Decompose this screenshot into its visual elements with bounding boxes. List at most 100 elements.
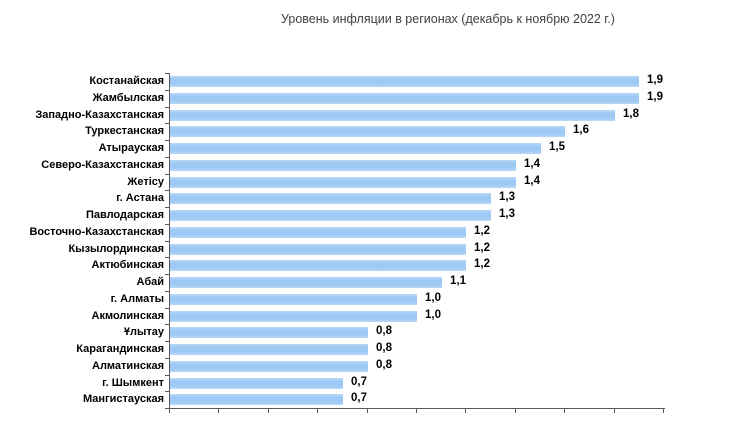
x-axis-tick bbox=[317, 409, 318, 413]
bar-row: 1,6 bbox=[170, 123, 664, 140]
bar-row: 1,8 bbox=[170, 107, 664, 124]
bar bbox=[170, 176, 516, 188]
value-label: 1,9 bbox=[647, 90, 663, 103]
y-axis-tick bbox=[165, 207, 169, 208]
bar-row: 1,0 bbox=[170, 308, 664, 325]
bar bbox=[170, 76, 639, 87]
bar bbox=[170, 143, 541, 154]
value-label: 1,4 bbox=[524, 174, 540, 187]
value-label: 1,0 bbox=[425, 291, 441, 304]
category-label: Ұлытау bbox=[123, 326, 164, 339]
bar-row: 1,0 bbox=[170, 291, 664, 308]
bar-row: 1,9 bbox=[170, 73, 664, 90]
y-axis-tick bbox=[165, 190, 169, 192]
x-axis-tick bbox=[614, 409, 615, 413]
value-label: 1,2 bbox=[474, 224, 490, 237]
category-label: г. Алматы bbox=[110, 292, 164, 305]
category-label: Северо-Казахстанская bbox=[41, 158, 164, 171]
y-axis-tick bbox=[165, 156, 169, 158]
bar-row: 0,8 bbox=[170, 358, 664, 375]
bar bbox=[170, 360, 368, 372]
y-axis-tick bbox=[165, 73, 169, 74]
category-label: Атырауская bbox=[98, 142, 164, 154]
bar bbox=[170, 126, 565, 138]
bar-row: 1,2 bbox=[170, 241, 664, 258]
value-label: 0,8 bbox=[376, 342, 392, 354]
value-label: 0,7 bbox=[351, 392, 367, 405]
bar-row: 0,7 bbox=[170, 375, 664, 392]
category-label: Абай bbox=[136, 276, 164, 288]
category-label: Восточно-Казахстанская bbox=[29, 225, 164, 238]
y-axis-tick bbox=[165, 408, 169, 409]
y-axis-tick bbox=[165, 324, 169, 326]
bar-row: 0,8 bbox=[170, 324, 664, 341]
x-axis-tick bbox=[416, 409, 417, 413]
category-label: Павлодарская bbox=[85, 209, 164, 221]
bar bbox=[170, 394, 343, 406]
y-axis-tick bbox=[165, 123, 169, 125]
category-label: Карагандинская bbox=[76, 343, 164, 355]
bar bbox=[170, 310, 417, 322]
category-label: Кызылординская bbox=[68, 242, 164, 255]
y-axis-tick bbox=[165, 106, 169, 108]
y-axis-tick bbox=[165, 341, 169, 342]
y-axis-tick bbox=[165, 140, 169, 141]
bar bbox=[170, 92, 639, 104]
category-label: Алматинская bbox=[92, 359, 164, 372]
y-axis-tick bbox=[165, 357, 169, 359]
bar-row: 1,5 bbox=[170, 140, 664, 157]
x-axis-tick bbox=[169, 409, 170, 413]
y-axis-tick bbox=[165, 290, 169, 292]
y-axis-tick bbox=[165, 374, 169, 376]
y-axis-line bbox=[169, 73, 170, 409]
value-label: 1,3 bbox=[499, 191, 515, 204]
value-label: 1,2 bbox=[474, 241, 490, 254]
bar bbox=[170, 344, 368, 355]
category-label: Жетісу bbox=[127, 175, 164, 188]
value-label: 1,8 bbox=[623, 107, 639, 120]
value-label: 0,8 bbox=[376, 358, 392, 371]
chart-title: Уровень инфляции в регионах (декабрь к н… bbox=[281, 12, 615, 26]
category-label: Актюбинская bbox=[91, 259, 164, 272]
category-label: Мангистауская bbox=[82, 393, 164, 406]
value-label: 0,7 bbox=[351, 375, 367, 388]
bar-row: 1,9 bbox=[170, 90, 664, 107]
plot-area: 1,9 1,9 1,8 1,6 1,5 1,4 1,4 1,3 1,3 1,2 1,2 1,2 1,1 1… bbox=[165, 73, 665, 413]
bar-row: 1,3 bbox=[170, 190, 664, 207]
y-axis-tick bbox=[165, 307, 169, 309]
bar bbox=[170, 193, 491, 205]
x-axis-tick bbox=[663, 409, 664, 413]
y-axis-tick bbox=[165, 173, 169, 175]
x-axis-tick bbox=[367, 409, 368, 413]
bar bbox=[170, 109, 615, 121]
category-axis-labels: Костанайская Жамбылская Западно-Казахстанс… bbox=[0, 73, 164, 408]
category-label: г. Шымкент bbox=[102, 376, 164, 389]
y-axis-tick bbox=[165, 391, 169, 393]
bar bbox=[170, 377, 343, 389]
bar bbox=[170, 226, 466, 238]
y-axis-tick bbox=[165, 223, 169, 225]
value-label: 1,0 bbox=[425, 308, 441, 321]
value-label: 1,5 bbox=[549, 141, 565, 153]
bar-row: 1,4 bbox=[170, 157, 664, 174]
value-label: 1,9 bbox=[647, 74, 663, 86]
bar bbox=[170, 210, 491, 221]
y-axis-tick bbox=[165, 257, 169, 259]
value-label: 1,6 bbox=[573, 124, 589, 137]
category-label: Туркестанская bbox=[85, 125, 164, 138]
bar bbox=[170, 260, 466, 272]
bar bbox=[170, 293, 417, 305]
bar bbox=[170, 327, 368, 339]
bar bbox=[170, 277, 442, 288]
category-label: Жамбылская bbox=[92, 91, 164, 104]
category-label: г. Астана bbox=[116, 192, 164, 205]
x-axis-tick bbox=[465, 409, 466, 413]
value-label: 1,2 bbox=[474, 258, 490, 271]
x-axis-tick bbox=[515, 409, 516, 413]
bar-row: 1,3 bbox=[170, 207, 664, 224]
y-axis-tick bbox=[165, 274, 169, 275]
value-label: 1,3 bbox=[499, 208, 515, 220]
category-label: Акмолинская bbox=[91, 309, 164, 322]
x-axis-tick bbox=[268, 409, 269, 413]
